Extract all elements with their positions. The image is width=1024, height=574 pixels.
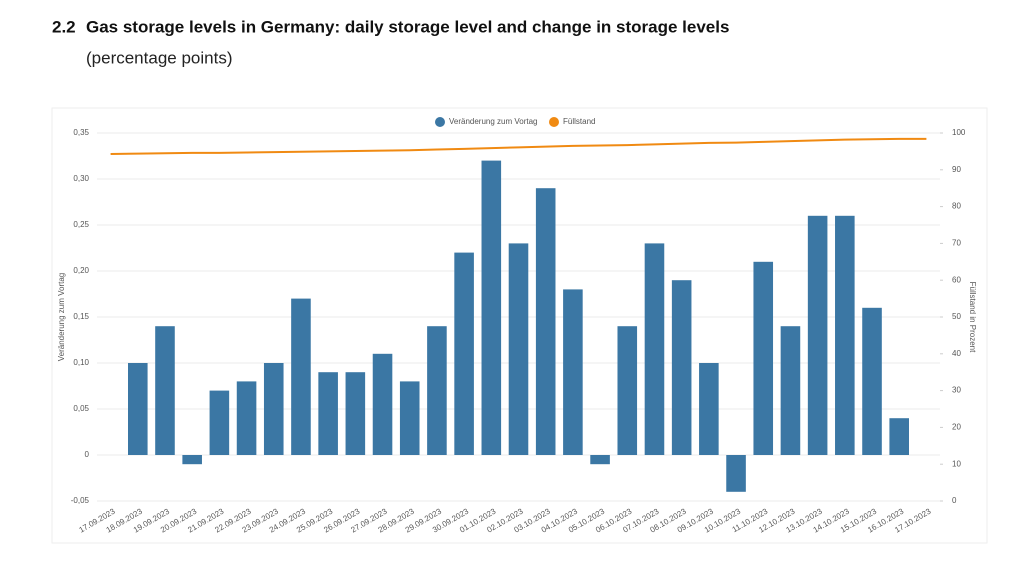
bar [263,363,284,455]
bar [617,326,638,455]
y2-tick-label: 20 [952,423,961,432]
bar [182,455,202,465]
y2-tick-label: 0 [952,496,957,505]
bar [835,215,855,455]
bar [128,363,148,455]
y2-tick-label: 70 [952,239,961,248]
bar [780,326,801,455]
y-tick-label: 0,05 [73,404,89,413]
bar [236,381,257,455]
y2-tick-label: 80 [952,202,961,211]
legend-label: Füllstand [563,117,595,126]
y-tick-label: 0,15 [73,312,89,321]
y-tick-label: 0 [85,450,90,459]
y-tick-label: 0,30 [73,174,89,183]
legend-swatch [435,117,445,127]
bar [427,326,447,455]
bar [481,160,502,455]
bar [889,418,909,455]
bar [291,298,311,455]
y2-tick-label: 90 [952,165,961,174]
bar [671,280,692,455]
bar [345,372,366,455]
y-tick-label: -0,05 [71,496,90,505]
y-axis-label: Veränderung zum Vortag [57,273,66,362]
chart-subtitle: (percentage points) [86,48,232,67]
bar [535,188,556,455]
y-tick-label: 0,35 [73,128,89,137]
legend-label: Veränderung zum Vortag [449,117,538,126]
y2-tick-label: 30 [952,386,961,395]
bar [807,215,828,455]
bar [372,353,393,455]
chart-title: Gas storage levels in Germany: daily sto… [86,17,729,36]
y-tick-label: 0,25 [73,220,89,229]
bar [399,381,420,455]
bar [644,243,665,455]
y-tick-label: 0,20 [73,266,89,275]
y2-tick-label: 10 [952,459,961,468]
legend-swatch [549,117,559,127]
y2-tick-label: 100 [952,128,966,137]
chart-frame [51,107,988,544]
bar [726,455,746,492]
bar [508,243,529,455]
bar [862,307,882,455]
y2-axis-label: Füllstand in Prozent [968,282,977,353]
y-tick-label: 0,10 [73,358,89,367]
y2-tick-label: 40 [952,349,961,358]
y2-tick-label: 60 [952,275,961,284]
line [110,137,927,155]
section-number: 2.2 [52,17,76,36]
bar [563,289,583,455]
bar [699,363,719,455]
bar [454,252,474,455]
y2-tick-label: 50 [952,312,961,321]
bar [590,455,610,465]
bar [155,326,175,455]
bar [318,372,338,455]
bar [753,261,774,455]
bar [209,390,230,455]
